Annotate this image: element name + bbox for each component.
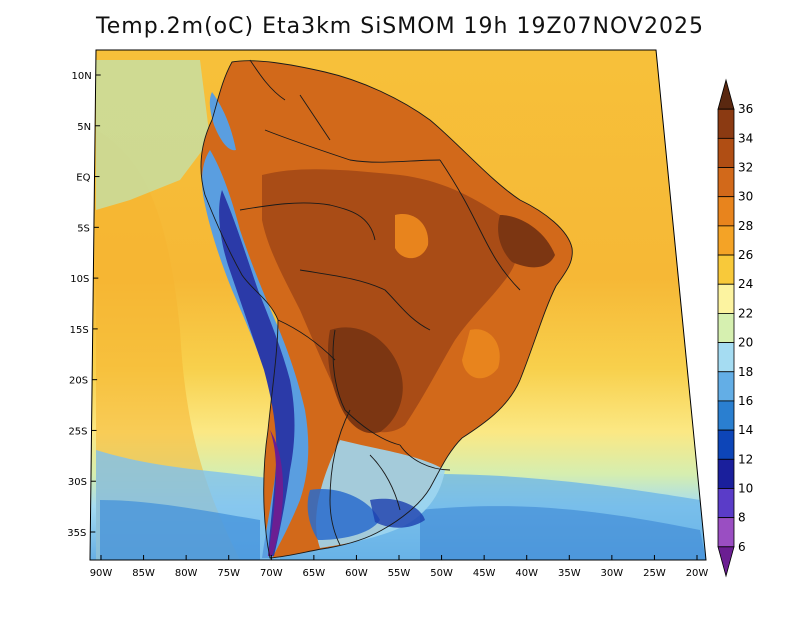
pampas-cold-patch xyxy=(370,498,425,528)
colorbar-label: 32 xyxy=(738,161,753,175)
colorbar-swatch xyxy=(717,400,735,431)
tropical-pacific-zone xyxy=(96,60,210,210)
lon-tick-label: 70W xyxy=(260,568,283,579)
southern-cold-zone xyxy=(100,500,260,560)
colorbar-label: 18 xyxy=(738,365,753,379)
lon-tick-label: 30W xyxy=(601,568,624,579)
lat-tick-label: 15S xyxy=(70,325,89,336)
colorbar-label: 20 xyxy=(738,336,753,350)
colorbar-label: 36 xyxy=(738,102,753,116)
hottest-zone xyxy=(327,327,403,434)
longitude-axis: 90W 85W 80W 75W 70W 65W 60W 55W 50W 45W 40W 35W 30W 2… xyxy=(90,555,709,579)
andes-peak-coldest xyxy=(268,430,284,556)
colorbar-label: 10 xyxy=(738,481,753,495)
colorbar-swatch xyxy=(717,429,735,460)
colorbar-label: 22 xyxy=(738,306,753,320)
colorbar-label: 8 xyxy=(738,511,746,525)
atlantic-cold-zone xyxy=(420,506,706,560)
northern-andes xyxy=(209,92,236,151)
lat-tick-label: 5N xyxy=(77,122,91,133)
colorbar-swatch xyxy=(717,342,735,373)
lon-tick-label: 45W xyxy=(473,568,496,579)
colorbar: 36 34 32 30 28 26 24 22 20 18 16 14 12 10 8 6 xyxy=(717,78,753,578)
colorbar-swatch xyxy=(717,313,735,343)
colorbar-label: 12 xyxy=(738,452,753,466)
southeast-warm-patch xyxy=(462,329,500,379)
country-borders xyxy=(200,59,573,559)
colorbar-swatch xyxy=(717,108,735,139)
lat-tick-label: 30S xyxy=(68,477,87,488)
colorbar-label: 24 xyxy=(738,277,753,291)
colorbar-label: 6 xyxy=(738,540,746,554)
lon-tick-label: 35W xyxy=(558,568,581,579)
lat-tick-label: 10S xyxy=(70,274,89,285)
colorbar-swatch xyxy=(717,517,735,548)
lat-tick-label: EQ xyxy=(76,173,90,184)
lon-tick-label: 80W xyxy=(175,568,198,579)
colorbar-swatch xyxy=(717,78,735,110)
map-field xyxy=(90,50,706,560)
lon-tick-label: 25W xyxy=(643,568,666,579)
plateau-warm-patch xyxy=(395,214,429,259)
colorbar-swatch xyxy=(717,196,735,227)
lon-tick-label: 55W xyxy=(388,568,411,579)
lon-tick-label: 65W xyxy=(303,568,326,579)
hot-interior-zone xyxy=(262,169,518,433)
colorbar-label: 16 xyxy=(738,394,753,408)
colorbar-swatch xyxy=(717,371,735,402)
lon-tick-label: 90W xyxy=(90,568,113,579)
lat-tick-label: 20S xyxy=(69,376,88,387)
lon-tick-label: 50W xyxy=(430,568,453,579)
lon-tick-label: 40W xyxy=(515,568,538,579)
lat-tick-label: 10N xyxy=(71,71,91,82)
lon-tick-label: 60W xyxy=(345,568,368,579)
lat-tick-label: 35S xyxy=(67,528,86,539)
colorbar-label: 30 xyxy=(738,190,753,204)
colorbar-swatch xyxy=(717,546,735,578)
colorbar-swatch xyxy=(717,167,735,198)
colorbar-swatch xyxy=(717,137,735,168)
colorbar-swatch xyxy=(717,225,735,256)
colorbar-label: 34 xyxy=(738,131,753,145)
colorbar-swatch xyxy=(717,488,735,519)
colorbar-swatch xyxy=(717,283,735,314)
lon-tick-label: 20W xyxy=(686,568,709,579)
colorbar-swatch xyxy=(717,254,735,285)
lon-tick-label: 85W xyxy=(132,568,155,579)
colorbar-swatch xyxy=(717,458,735,489)
latitude-axis: 10N 5N EQ 5S 10S 15S 20S 25S 30S 35S xyxy=(67,71,101,539)
map-title: Temp.2m(oC) Eta3km SiSMOM 19h 19Z07NOV20… xyxy=(96,14,704,39)
pacific-warm-band xyxy=(96,130,240,560)
colorbar-label: 28 xyxy=(738,219,753,233)
lon-tick-label: 75W xyxy=(217,568,240,579)
colorbar-label: 26 xyxy=(738,248,753,262)
colorbar-label: 14 xyxy=(738,423,753,437)
andes-high-cold xyxy=(219,190,295,556)
lat-tick-label: 5S xyxy=(77,223,90,234)
map-frame xyxy=(89,49,707,561)
lat-tick-label: 25S xyxy=(68,426,87,437)
northeast-hot-zone xyxy=(498,215,555,268)
southern-cone-cold-zone xyxy=(307,489,380,540)
